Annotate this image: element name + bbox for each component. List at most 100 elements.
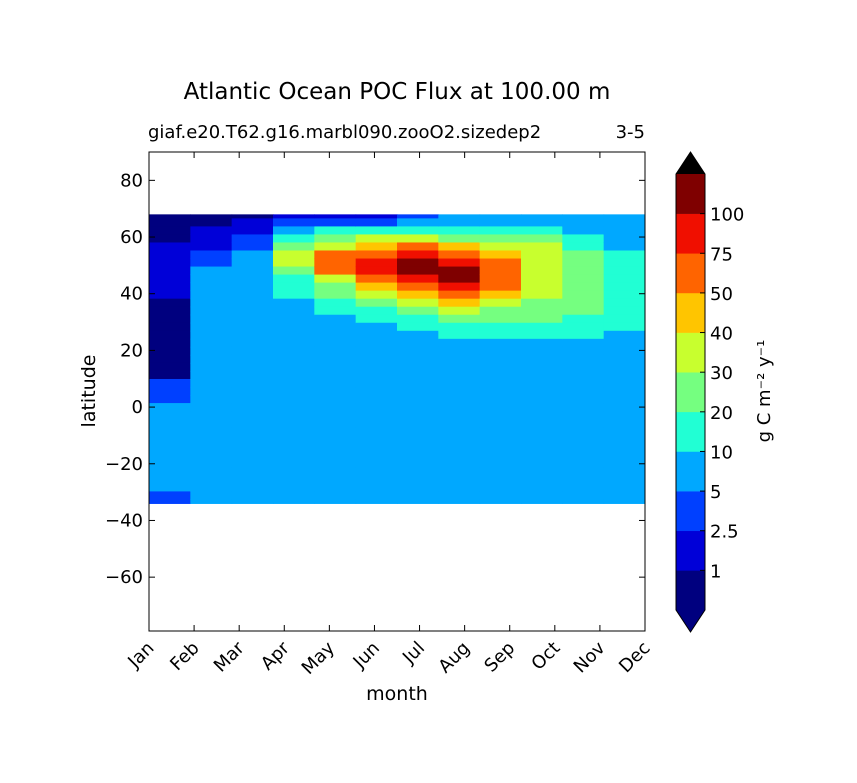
heatmap-cell <box>397 459 439 468</box>
heatmap-cell <box>397 338 439 348</box>
heatmap-cell <box>479 411 522 420</box>
heatmap-cell <box>438 274 481 284</box>
heatmap-cell <box>314 403 357 412</box>
heatmap-cell <box>562 290 605 300</box>
heatmap-cell <box>562 282 605 292</box>
heatmap-cell <box>521 395 563 404</box>
heatmap-cell <box>231 266 274 276</box>
heatmap-cell <box>438 346 481 356</box>
heatmap-cell <box>521 274 563 284</box>
heatmap-cell <box>479 314 522 324</box>
heatmap-cell <box>603 322 646 332</box>
heatmap-cell <box>438 499 481 504</box>
heatmap-cell <box>521 362 563 372</box>
heatmap-cell <box>603 338 646 348</box>
colorbar-segment <box>676 253 705 294</box>
heatmap-cell <box>190 378 233 388</box>
heatmap-cell <box>273 491 315 500</box>
heatmap-cell <box>397 266 439 276</box>
heatmap-cell <box>273 274 315 284</box>
heatmap-cell <box>355 475 398 484</box>
heatmap-cell <box>273 435 315 444</box>
heatmap-cell <box>479 250 522 260</box>
heatmap-cell <box>438 378 481 388</box>
heatmap-cell <box>438 306 481 316</box>
heatmap-cell <box>149 306 191 316</box>
colorbar-tick-label: 5 <box>710 482 721 503</box>
heatmap-cell <box>479 362 522 372</box>
heatmap-cell <box>355 491 398 500</box>
heatmap-cell <box>438 443 481 452</box>
heatmap-cell <box>314 346 357 356</box>
heatmap-cell <box>231 282 274 292</box>
heatmap-cell <box>438 290 481 300</box>
colorbar: 1 2.5 5 10 20 30 40 50 75 100 <box>675 151 744 633</box>
heatmap-cell <box>479 282 522 292</box>
heatmap-cell <box>231 395 274 404</box>
heatmap-cell <box>521 354 563 364</box>
heatmap-cell <box>397 214 439 219</box>
heatmap-cell <box>314 459 357 468</box>
heatmap-cell <box>562 242 605 251</box>
heatmap-cell <box>149 451 191 460</box>
heatmap-cell <box>521 403 563 412</box>
heatmap-cell <box>190 330 233 340</box>
heatmap-cell <box>273 346 315 356</box>
heatmap-cell <box>397 298 439 308</box>
heatmap-cell <box>231 218 274 227</box>
heatmap-cell <box>479 290 522 300</box>
heatmap-cell <box>273 258 315 268</box>
heatmap-cell <box>479 218 522 227</box>
heatmap-cell <box>231 258 274 268</box>
heatmap-cell <box>397 306 439 316</box>
heatmap-cell <box>562 499 605 504</box>
heatmap-cell <box>314 491 357 500</box>
heatmap-cell <box>149 395 191 404</box>
heatmap-cell <box>438 451 481 460</box>
heatmap-cell <box>190 419 233 428</box>
heatmap-cell <box>314 314 357 324</box>
heatmap-cell <box>273 499 315 504</box>
heatmap-cell <box>355 282 398 292</box>
heatmap-cell <box>479 266 522 276</box>
heatmap-cell <box>149 346 191 356</box>
heatmap-cell <box>438 467 481 476</box>
heatmap-cell <box>603 467 646 476</box>
heatmap-cell <box>355 467 398 476</box>
heatmap-cell <box>231 330 274 340</box>
heatmap-cell <box>479 459 522 468</box>
heatmap-cell <box>355 234 398 243</box>
heatmap-cell <box>562 306 605 316</box>
heatmap-cell <box>231 483 274 492</box>
heatmap-cell <box>149 266 191 276</box>
heatmap-cell <box>190 234 233 243</box>
heatmap-cell <box>562 443 605 452</box>
heatmap-cell <box>521 435 563 444</box>
heatmap-cell <box>521 475 563 484</box>
heatmap-cell <box>521 483 563 492</box>
heatmap-cell <box>521 218 563 227</box>
colorbar-outline <box>675 151 706 633</box>
heatmap-cell <box>479 451 522 460</box>
heatmap-cell <box>273 218 315 227</box>
y-axis-label: latitude <box>78 355 100 428</box>
heatmap-cell <box>231 419 274 428</box>
heatmap-cell <box>355 362 398 372</box>
heatmap-cell <box>231 362 274 372</box>
heatmap-cell <box>562 451 605 460</box>
heatmap-cell <box>562 459 605 468</box>
heatmap-cell <box>521 378 563 388</box>
heatmap-cell <box>273 266 315 276</box>
heatmap-cell <box>521 258 563 268</box>
heatmap-cell <box>273 483 315 492</box>
heatmap-cell <box>438 435 481 444</box>
heatmap-cell <box>231 451 274 460</box>
heatmap-cell <box>149 314 191 324</box>
heatmap-cell <box>479 427 522 436</box>
heatmap-cell <box>231 242 274 251</box>
heatmap-cell <box>231 354 274 364</box>
heatmap-cell <box>149 459 191 468</box>
heatmap-cell <box>314 354 357 364</box>
heatmap-cell <box>314 218 357 227</box>
